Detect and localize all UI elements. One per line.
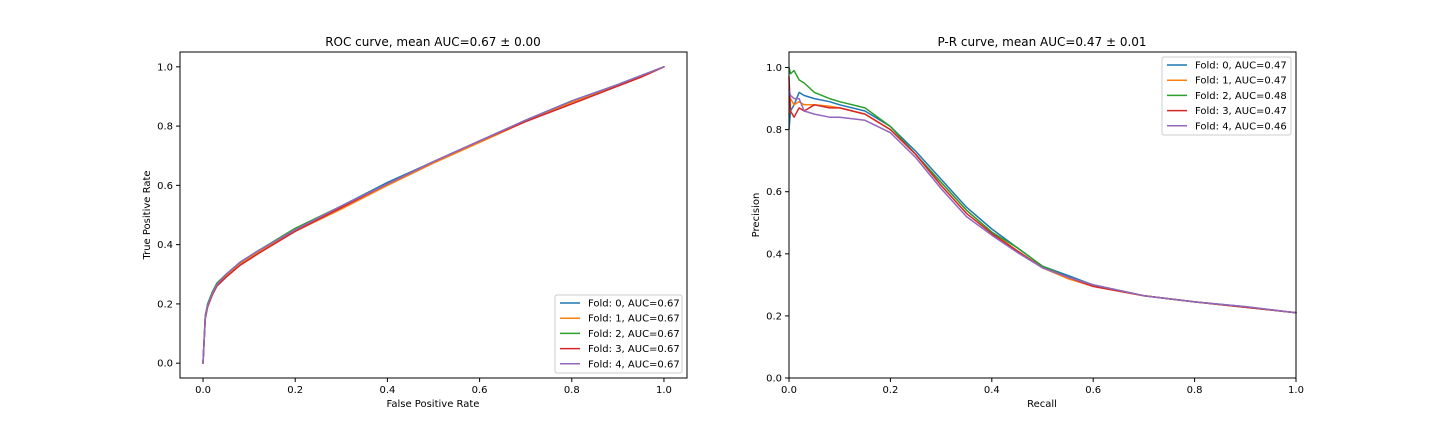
roc-legend-label-fold-1: Fold: 1, AUC=0.67 xyxy=(588,314,680,325)
roc-x-tick-label: 0.0 xyxy=(195,385,211,396)
roc-legend-label-fold-4: Fold: 4, AUC=0.67 xyxy=(588,359,680,370)
pr-x-tick-label: 0.2 xyxy=(882,385,898,396)
roc-x-tick-label: 0.2 xyxy=(287,385,303,396)
pr-x-tick-label: 1.0 xyxy=(1288,385,1304,396)
roc-x-tick-label: 1.0 xyxy=(656,385,672,396)
roc-chart: ROC curve, mean AUC=0.67 ± 0.00 False Po… xyxy=(142,35,688,410)
roc-x-tick-label: 0.4 xyxy=(379,385,395,396)
pr-y-tick-label: 0.6 xyxy=(766,187,782,198)
pr-y-tick-label: 0.8 xyxy=(766,125,782,136)
roc-chart-title: ROC curve, mean AUC=0.67 ± 0.00 xyxy=(325,35,541,49)
roc-x-axis-label: False Positive Rate xyxy=(387,399,480,410)
roc-y-tick-label: 1.0 xyxy=(157,62,173,73)
pr-y-tick-label: 0.0 xyxy=(766,374,782,385)
roc-axis-ticks: 0.0 0.2 0.4 0.6 0.8 1.0 0.0 0.2 0.4 0.6 0.8 1.0 xyxy=(157,62,672,396)
roc-y-axis-label: True Positive Rate xyxy=(142,170,153,260)
pr-chart: P-R curve, mean AUC=0.47 ± 0.01 Recall P… xyxy=(751,35,1304,410)
roc-x-tick-label: 0.8 xyxy=(564,385,580,396)
roc-series-lines xyxy=(202,66,665,364)
pr-x-tick-label: 0.6 xyxy=(1085,385,1101,396)
pr-legend-label-fold-4: Fold: 4, AUC=0.46 xyxy=(1195,121,1287,132)
pr-legend: Fold: 0, AUC=0.47 Fold: 1, AUC=0.47 Fold: … xyxy=(1161,56,1292,136)
roc-series-line-fold-4 xyxy=(202,66,665,364)
roc-legend-label-fold-3: Fold: 3, AUC=0.67 xyxy=(588,344,680,355)
roc-y-tick-label: 0.8 xyxy=(157,122,173,133)
pr-y-tick-label: 0.2 xyxy=(766,311,782,322)
pr-y-axis-label: Precision xyxy=(751,193,762,238)
pr-series-lines xyxy=(788,66,1297,314)
pr-y-tick-label: 1.0 xyxy=(766,63,782,74)
pr-x-axis-label: Recall xyxy=(1027,399,1057,410)
pr-legend-label-fold-2: Fold: 2, AUC=0.48 xyxy=(1195,91,1287,102)
pr-series-line-fold-4 xyxy=(788,88,1297,314)
roc-y-tick-label: 0.6 xyxy=(157,181,173,192)
roc-legend-box xyxy=(554,294,683,374)
pr-x-tick-label: 0.0 xyxy=(781,385,797,396)
pr-legend-label-fold-3: Fold: 3, AUC=0.47 xyxy=(1195,106,1287,117)
roc-legend: Fold: 0, AUC=0.67 Fold: 1, AUC=0.67 Fold: … xyxy=(554,294,683,374)
pr-legend-label-fold-1: Fold: 1, AUC=0.47 xyxy=(1195,76,1287,87)
roc-y-tick-label: 0.4 xyxy=(157,240,173,251)
roc-plot-frame xyxy=(179,51,688,379)
pr-y-tick-label: 0.4 xyxy=(766,249,782,260)
pr-plot-frame xyxy=(788,51,1297,379)
pr-legend-label-fold-0: Fold: 0, AUC=0.47 xyxy=(1195,61,1287,72)
roc-y-tick-label: 0.0 xyxy=(157,359,173,370)
roc-x-tick-label: 0.6 xyxy=(472,385,488,396)
roc-legend-label-fold-0: Fold: 0, AUC=0.67 xyxy=(588,299,680,310)
pr-axis-ticks: 0.0 0.2 0.4 0.6 0.8 1.0 0.0 0.2 0.4 0.6 0.8 1.0 xyxy=(766,63,1304,396)
pr-chart-title: P-R curve, mean AUC=0.47 ± 0.01 xyxy=(937,35,1146,49)
pr-x-tick-label: 0.4 xyxy=(984,385,1000,396)
roc-y-tick-label: 0.2 xyxy=(157,299,173,310)
pr-x-tick-label: 0.8 xyxy=(1187,385,1203,396)
roc-legend-label-fold-2: Fold: 2, AUC=0.67 xyxy=(588,329,680,340)
pr-legend-box xyxy=(1161,56,1292,136)
